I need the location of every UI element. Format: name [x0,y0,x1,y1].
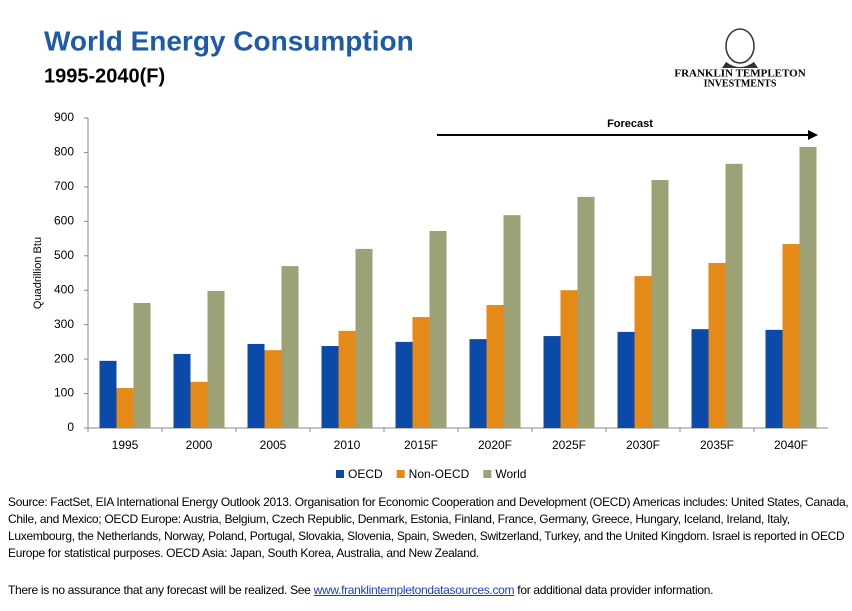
bar [560,290,578,428]
y-tick-label: 500 [54,248,74,262]
y-tick-label: 700 [54,179,74,193]
y-axis-title: Quadrillion Btu [32,237,44,309]
bar [782,244,800,428]
logo-text: FRANKLIN TEMPLETON [674,68,805,80]
legend-label: World [495,467,526,481]
bar [207,290,225,428]
disclaimer: There is no assurance that any forecast … [8,582,850,599]
legend-label: OECD [348,467,383,481]
annotation: Forecast [607,118,653,130]
legend-swatch [396,470,405,478]
x-tick-label: 2030F [626,438,660,452]
bar [429,230,447,428]
y-tick-label: 200 [54,351,74,365]
bar [190,381,208,428]
x-tick-label: 2000 [186,438,213,452]
x-tick-label: 2010 [334,438,361,452]
y-tick-label: 900 [54,110,74,124]
y-tick-label: 100 [54,386,74,400]
bar [708,263,726,428]
bar [725,163,743,429]
logo: FRANKLIN TEMPLETON INVESTMENTS [674,28,806,89]
link[interactable]: www.franklintempletondatasources.com [313,583,515,597]
legend-swatch [336,470,344,478]
y-tick-label: 800 [54,145,74,159]
bar [355,248,373,428]
bar [503,215,521,428]
bar [133,302,151,428]
bar [577,196,595,428]
chart-subtitle: 1995-2040(F) [44,65,165,87]
x-tick-label: 2015F [404,438,438,452]
bar [486,305,504,428]
legend-swatch [483,470,492,478]
logo-portrait-base [722,62,758,68]
logo-portrait [725,28,755,64]
y-tick-label: 600 [54,214,74,228]
bar [281,266,299,428]
bar [264,350,282,428]
bar [99,360,117,428]
bar [765,329,783,428]
y-tick-label: 300 [54,317,74,331]
bar [412,317,430,428]
bar [617,331,635,428]
x-tick-label: 2035F [700,438,734,452]
disclaimer-text: There is no assurance that any forecast … [8,583,311,597]
bar [338,330,356,428]
y-tick-label: 400 [54,282,74,296]
x-tick-label: 2005 [260,438,287,452]
bar [173,353,191,428]
bar [469,339,487,428]
forecast-arrowhead [808,130,818,140]
bar [247,343,265,428]
legend-label: Non-OECD [409,467,470,481]
bar [321,346,339,428]
bar [634,276,652,428]
bar [543,336,561,428]
bar [116,388,134,428]
source-note: Source: FactSet, EIA International Energ… [8,495,849,560]
bar [395,341,413,428]
logo-text: INVESTMENTS [704,78,777,89]
y-tick-label: 0 [67,420,74,434]
x-tick-label: 2040F [774,438,808,452]
bar [799,146,817,428]
disclaimer-text: for additional data provider information… [517,583,714,597]
bar [651,180,669,428]
chart: World Energy Consumption 1995-2040(F) FR… [32,25,828,481]
bar [691,329,709,428]
x-tick-label: 1995 [112,438,139,452]
chart-title: World Energy Consumption [44,25,414,56]
x-tick-label: 2025F [552,438,586,452]
x-tick-label: 2020F [478,438,512,452]
